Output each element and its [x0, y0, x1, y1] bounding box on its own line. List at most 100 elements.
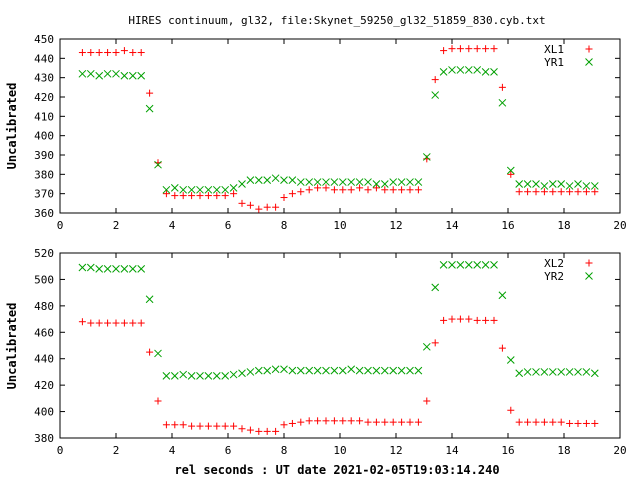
bottom-point-XL2 — [238, 425, 246, 433]
bottom-point-XL2 — [78, 318, 86, 326]
bottom-point-YR2 — [238, 369, 246, 378]
top-point-YR1 — [271, 174, 280, 183]
bottom-point-YR2 — [372, 366, 381, 375]
top-point-XL1 — [448, 45, 456, 53]
top-point-XL1 — [398, 186, 406, 194]
top-y-axis-label: Uncalibrated — [5, 83, 19, 170]
bottom-y-tick-label: 480 — [34, 300, 54, 313]
bottom-point-YR2 — [187, 372, 196, 380]
bottom-point-XL2 — [473, 316, 481, 324]
bottom-point-YR2 — [162, 372, 171, 380]
bottom-point-YR2 — [78, 263, 87, 272]
bottom-x-tick-label: 6 — [225, 444, 232, 457]
top-point-YR1 — [557, 180, 566, 188]
bottom-point-XL2 — [549, 418, 557, 426]
bottom-point-YR2 — [179, 370, 188, 379]
top-point-XL1 — [188, 192, 196, 200]
bottom-point-YR2 — [590, 369, 599, 378]
top-point-YR1 — [372, 180, 381, 188]
bottom-point-YR2 — [515, 369, 524, 378]
top-point-YR1 — [523, 180, 532, 188]
bottom-point-XL2 — [414, 418, 422, 426]
top-point-XL1 — [549, 188, 557, 196]
bottom-x-tick-label: 16 — [501, 444, 514, 457]
bottom-series-YR2 — [78, 261, 599, 380]
top-point-XL1 — [213, 192, 221, 200]
top-point-YR1 — [280, 176, 288, 184]
bottom-y-tick-label: 440 — [34, 353, 54, 366]
top-point-YR1 — [296, 178, 305, 186]
top-point-XL1 — [288, 190, 296, 198]
top-point-YR1 — [456, 66, 465, 74]
top-x-tick-label: 2 — [113, 219, 120, 232]
top-point-YR1 — [439, 68, 448, 76]
top-point-XL1 — [372, 184, 380, 192]
top-point-YR1 — [112, 69, 120, 78]
top-point-YR1 — [128, 71, 137, 80]
bottom-point-YR2 — [145, 295, 154, 304]
bottom-point-XL2 — [322, 417, 330, 425]
bottom-legend-marker — [585, 272, 593, 280]
bottom-point-XL2 — [120, 319, 128, 327]
bottom-point-YR2 — [498, 291, 507, 300]
top-point-XL1 — [431, 76, 439, 84]
top-point-XL1 — [389, 186, 397, 194]
bottom-point-XL2 — [566, 419, 574, 427]
top-point-YR1 — [238, 180, 246, 188]
top-series-XL1 — [78, 45, 599, 213]
top-y-tick-label: 400 — [34, 130, 54, 143]
top-point-YR1 — [86, 69, 95, 78]
top-point-YR1 — [590, 182, 599, 190]
bottom-point-YR2 — [456, 261, 465, 269]
top-legend-marker — [585, 45, 593, 53]
bottom-point-XL2 — [582, 419, 590, 427]
bottom-point-XL2 — [272, 427, 280, 435]
top-point-XL1 — [204, 192, 212, 200]
top-point-YR1 — [380, 180, 389, 188]
top-point-YR1 — [406, 178, 414, 186]
bottom-point-XL2 — [507, 406, 515, 414]
top-point-XL1 — [104, 49, 112, 57]
bottom-point-YR2 — [414, 366, 423, 375]
top-point-XL1 — [120, 47, 128, 55]
bottom-point-YR2 — [330, 366, 339, 375]
top-point-YR1 — [355, 178, 364, 186]
top-x-tick-label: 6 — [225, 219, 232, 232]
bottom-x-tick-label: 4 — [169, 444, 176, 457]
top-point-YR1 — [431, 91, 440, 99]
bottom-point-YR2 — [540, 368, 549, 376]
bottom-point-XL2 — [381, 418, 389, 426]
top-y-tick-label: 370 — [34, 188, 54, 201]
top-point-XL1 — [263, 203, 271, 211]
bottom-point-XL2 — [498, 344, 506, 352]
bottom-point-YR2 — [347, 365, 356, 374]
top-point-YR1 — [347, 178, 356, 186]
bottom-point-XL2 — [591, 419, 599, 427]
top-point-YR1 — [254, 176, 263, 184]
top-point-YR1 — [582, 182, 591, 190]
top-point-YR1 — [288, 176, 297, 184]
bottom-point-YR2 — [557, 368, 566, 376]
bottom-point-XL2 — [213, 422, 221, 430]
top-y-tick-label: 390 — [34, 149, 54, 162]
bottom-point-XL2 — [532, 418, 540, 426]
bottom-y-tick-label: 500 — [34, 273, 54, 286]
top-point-YR1 — [481, 68, 490, 76]
top-point-XL1 — [137, 49, 145, 57]
bottom-x-tick-labels: 0 2 4 6 8 10 12 14 16 18 20 — [57, 444, 627, 457]
bottom-point-XL2 — [540, 418, 548, 426]
bottom-point-YR2 — [355, 366, 364, 375]
bottom-point-XL2 — [389, 418, 397, 426]
bottom-y-tick-label: 420 — [34, 379, 54, 392]
top-point-XL1 — [238, 199, 246, 207]
top-y-tick-label: 380 — [34, 168, 54, 181]
bottom-point-XL2 — [465, 315, 473, 323]
bottom-point-XL2 — [490, 316, 498, 324]
top-point-YR1 — [506, 166, 515, 175]
top-point-XL1 — [162, 190, 170, 198]
bottom-point-YR2 — [532, 368, 540, 376]
top-point-XL1 — [574, 188, 582, 196]
top-point-XL1 — [196, 192, 204, 200]
